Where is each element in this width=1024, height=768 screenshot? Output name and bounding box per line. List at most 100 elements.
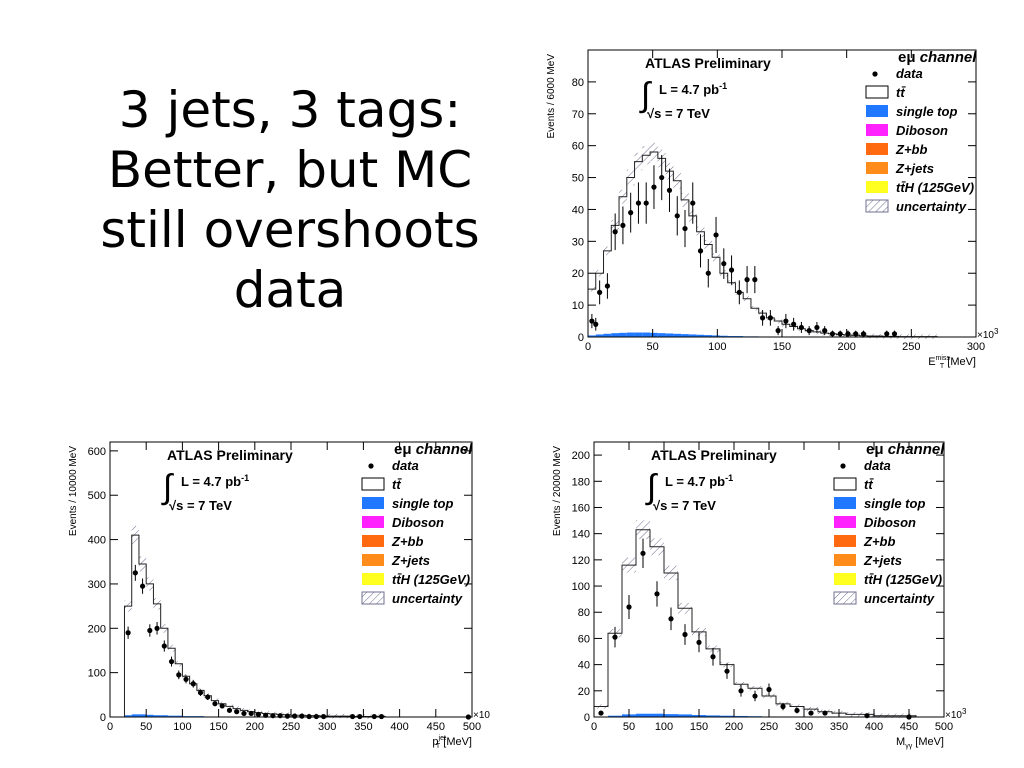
legend-entry-ttH: tt̄H (125GeV): [834, 572, 942, 587]
legend-label-zbb: Z+bb: [863, 534, 895, 549]
data-point-marker: [766, 686, 772, 693]
legend-zjets-swatch: [834, 554, 856, 566]
data-point: [798, 321, 804, 333]
data-point-marker: [860, 331, 867, 337]
data-point: [248, 710, 254, 717]
legend-zbb-swatch: [362, 535, 384, 547]
legend-zbb-swatch: [866, 143, 888, 155]
y-tick-label: 60: [572, 141, 584, 153]
x-tick-label: 0: [591, 721, 597, 733]
legend-entry-zbb: Z+bb: [362, 534, 423, 549]
data-point: [705, 258, 711, 288]
legend-label-zjets: Z+jets: [895, 161, 934, 176]
legend-diboson-swatch: [362, 516, 384, 528]
data-point-marker: [845, 331, 851, 337]
data-point-marker: [597, 289, 603, 295]
single-top-bin: [665, 333, 674, 337]
myy-chart-svg: 0 50 100 150 200 250 300 350 400 450 500 0 20 40 60 80 1…: [552, 441, 967, 750]
x-tick-label: 150: [690, 721, 708, 733]
x-axis-multiplier: ×103: [945, 707, 967, 721]
legend-ttH-swatch: [866, 181, 888, 193]
y-tick-label: 100: [88, 668, 106, 680]
y-tick-label: 80: [572, 77, 584, 89]
data-point-marker: [736, 289, 742, 295]
legend-zjets-swatch: [866, 162, 888, 174]
data-point: [612, 213, 618, 251]
single-top-bin: [688, 334, 697, 337]
legend-entry-zjets: Z+jets: [362, 553, 430, 568]
atlas-preliminary-label: ATLAS Preliminary: [167, 447, 293, 463]
y-tick-label: 20: [578, 686, 590, 698]
data-point-marker: [783, 318, 789, 324]
data-point-marker: [626, 604, 632, 610]
data-point: [752, 266, 758, 294]
data-point-marker: [697, 248, 704, 254]
single-top-bin: [719, 335, 728, 337]
data-point: [597, 280, 603, 305]
single-top-bin: [611, 333, 620, 337]
data-point: [666, 168, 673, 212]
data-point: [299, 713, 305, 719]
x-tick-label: 150: [773, 341, 791, 353]
legend-entry-ttbar: tt̄: [865, 85, 907, 100]
data-point: [884, 330, 890, 337]
x-tick-label: 450: [427, 721, 445, 733]
data-point: [668, 607, 674, 631]
legend-label-ttbar: tt̄: [392, 477, 403, 492]
single-top-bin: [673, 333, 682, 337]
legend-label-zbb: Z+bb: [391, 534, 423, 549]
single-top-bin: [734, 715, 748, 717]
legend-diboson-swatch: [866, 124, 888, 136]
data-point: [212, 701, 218, 707]
legend-label-ttbar: tt̄: [896, 85, 907, 100]
x-tick-label: 300: [318, 721, 336, 733]
x-tick-label: 0: [107, 721, 113, 733]
data-point-marker: [654, 591, 660, 597]
data-point: [808, 710, 814, 716]
y-axis-label: Events / 10000 MeV: [68, 446, 79, 536]
data-point: [612, 626, 618, 648]
x-tick-label: 500: [463, 721, 481, 733]
data-point-marker: [125, 630, 131, 636]
x-tick-label: 100: [708, 341, 726, 353]
luminosity-integral-symbol: ∫: [161, 468, 174, 506]
data-point: [738, 684, 744, 697]
legend-single_top-swatch: [834, 497, 856, 509]
data-point: [837, 330, 843, 337]
data-point: [604, 273, 610, 299]
data-point: [724, 663, 730, 679]
data-point: [794, 707, 800, 714]
single-top-bin: [634, 332, 643, 337]
data-point: [760, 310, 766, 326]
data-point: [721, 248, 727, 279]
x-tick-label: 400: [865, 721, 883, 733]
data-point-marker: [205, 694, 211, 700]
data-point-marker: [710, 654, 716, 660]
single-top-bin: [175, 715, 183, 717]
legend-data-marker: [840, 463, 846, 469]
legend-data-marker: [368, 463, 374, 469]
data-point-marker: [255, 711, 262, 717]
data-point-marker: [744, 277, 750, 283]
luminosity-label: L = 4.7 pb-1: [181, 473, 249, 489]
data-point: [226, 707, 233, 713]
channel-label: eμ channel: [394, 441, 473, 458]
legend-label-single_top: single top: [896, 104, 957, 119]
luminosity-label: L = 4.7 pb-1: [659, 81, 727, 97]
channel-label: eμ channel: [866, 441, 945, 458]
met-histogram-panel: 0 50 100 150 200 250 300 0 10 20 30 40 50 60 70 80 Event…: [538, 40, 1008, 380]
data-point-marker: [767, 315, 773, 321]
y-tick-label: 40: [572, 204, 584, 216]
legend-label-diboson: Diboson: [896, 123, 948, 138]
data-point-marker: [183, 676, 189, 682]
y-axis-label: Events / 6000 MeV: [546, 54, 557, 139]
luminosity-integral-symbol: ∫: [639, 76, 652, 114]
x-tick-label: 350: [354, 721, 372, 733]
x-tick-label: 0: [585, 341, 591, 353]
data-point: [822, 326, 828, 336]
data-point-marker: [682, 225, 688, 232]
data-point: [710, 647, 716, 666]
single-top-bin: [138, 714, 147, 717]
x-tick-label: 250: [282, 721, 300, 733]
data-point: [860, 330, 867, 337]
